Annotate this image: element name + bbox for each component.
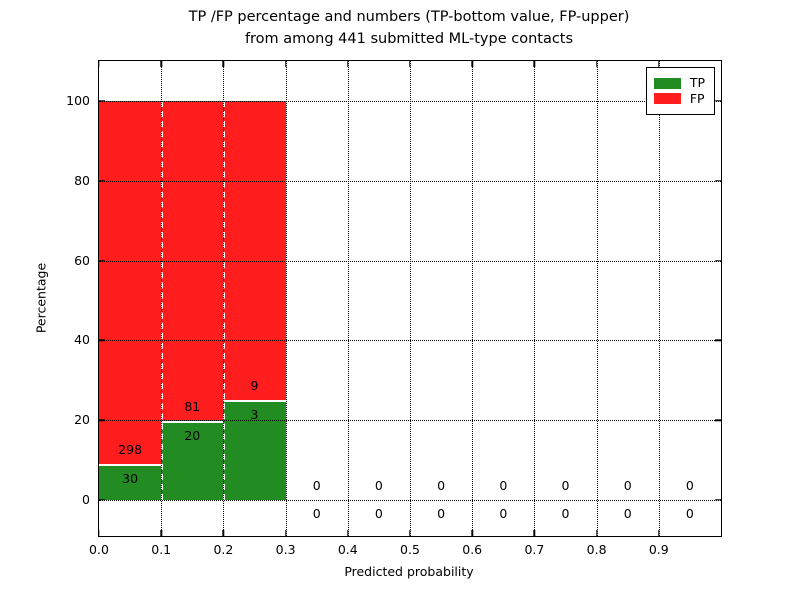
- gridline-vertical: [161, 61, 163, 536]
- y-tick-right: [715, 499, 721, 501]
- x-tick: [471, 530, 473, 536]
- x-tick: [284, 530, 287, 536]
- y-tick-label: 40: [74, 332, 90, 348]
- y-tick: [99, 180, 105, 182]
- y-tick-label: 100: [66, 92, 90, 108]
- x-tick-top: [409, 61, 411, 67]
- plot-area: TP FP 298 30 81 20 9 3 0 0 0 0 0 0 0 0 0 0 0 0 0 0 0.0 0.1 0.2…: [66, 60, 722, 556]
- zero-label-fp: 0: [623, 477, 632, 493]
- zero-label-tp: 0: [437, 505, 446, 521]
- zero-label-fp: 0: [685, 477, 694, 493]
- zero-label-fp: 0: [374, 477, 383, 493]
- x-axis-label: Predicted probability: [344, 564, 474, 579]
- y-tick-right: [715, 180, 721, 182]
- x-tick: [98, 530, 100, 536]
- gridline-vertical: [534, 61, 536, 536]
- legend-label-fp: FP: [689, 90, 705, 106]
- bar-label-fp: 81: [184, 398, 201, 414]
- chart-title-line1: TP /FP percentage and numbers (TP-bottom…: [188, 9, 630, 25]
- x-tick: [347, 530, 349, 536]
- bar-segment-tp: [223, 400, 286, 501]
- x-tick-top: [98, 61, 100, 67]
- x-tick-label: 0.6: [462, 542, 483, 557]
- zero-label-tp: 0: [685, 505, 694, 521]
- x-tick-top: [284, 61, 287, 67]
- x-tick: [533, 530, 536, 536]
- bar-segment-tp: [161, 421, 224, 501]
- y-tick: [99, 100, 105, 102]
- gridline-vertical: [596, 61, 598, 536]
- bar-label-tp: 3: [250, 407, 259, 423]
- legend-item-tp: TP: [653, 75, 705, 90]
- x-tick-label: 0.7: [524, 542, 545, 557]
- x-tick-top: [222, 61, 225, 67]
- x-tick-label: 0.8: [586, 542, 607, 557]
- zero-label-tp: 0: [561, 505, 570, 521]
- gridline-vertical: [285, 61, 287, 536]
- bar-label-tp: 20: [184, 427, 201, 443]
- x-tick-label: 0.4: [337, 542, 358, 557]
- bar-label-tp: 30: [122, 470, 139, 486]
- bar-segment-fp: [99, 100, 162, 464]
- bar-label-fp: 9: [250, 378, 259, 394]
- legend: TP FP: [645, 67, 715, 115]
- legend-label-tp: TP: [689, 75, 705, 90]
- x-tick-label: 0.3: [275, 542, 296, 557]
- x-tick-label: 0.1: [151, 542, 172, 557]
- y-tick: [99, 339, 105, 342]
- zero-label-tp: 0: [623, 505, 632, 521]
- chart-title-line2: from among 441 submitted ML-type contact…: [244, 31, 574, 47]
- legend-item-fp: FP: [653, 90, 705, 106]
- zero-label-tp: 0: [374, 505, 383, 521]
- y-tick-label: 20: [74, 411, 90, 427]
- x-tick: [595, 530, 598, 536]
- bar-label-fp: 298: [118, 441, 143, 457]
- y-tick: [99, 259, 105, 262]
- y-tick: [99, 419, 105, 421]
- zero-label-fp: 0: [499, 477, 508, 493]
- y-tick-right: [715, 259, 721, 262]
- zero-label-fp: 0: [561, 477, 570, 493]
- gridline-vertical: [347, 61, 349, 536]
- x-tick-top: [658, 61, 660, 67]
- x-tick-top: [471, 61, 473, 67]
- x-tick-label: 0.9: [648, 542, 669, 557]
- y-axis-label: Percentage: [33, 262, 49, 334]
- y-tick-label: 0: [82, 491, 90, 507]
- fp-swatch-icon: [653, 93, 681, 105]
- gridline-vertical: [658, 61, 660, 536]
- y-tick-label: 60: [74, 252, 90, 268]
- x-tick: [222, 530, 225, 536]
- x-tick: [409, 530, 411, 536]
- x-tick: [658, 530, 660, 536]
- x-tick-top: [533, 61, 536, 67]
- zero-label-fp: 0: [437, 477, 446, 493]
- zero-label-tp: 0: [499, 505, 508, 521]
- x-tick-top: [347, 61, 349, 67]
- bar-separator: [161, 100, 164, 501]
- gridline-vertical: [410, 61, 411, 536]
- gridline-vertical: [472, 61, 474, 536]
- tp-swatch-icon: [653, 77, 681, 89]
- bar-separator: [223, 100, 226, 501]
- zero-label-tp: 0: [312, 505, 321, 521]
- x-tick-label: 0.0: [89, 542, 109, 557]
- y-tick-right: [715, 100, 721, 102]
- y-tick-right: [715, 339, 721, 342]
- x-tick-label: 0.2: [213, 542, 234, 557]
- x-tick-top: [595, 61, 598, 67]
- bar-segment-tp: [99, 463, 162, 501]
- y-tick: [99, 499, 105, 501]
- bar-segment-fp: [223, 100, 286, 401]
- zero-label-fp: 0: [312, 477, 321, 493]
- y-tick-label: 80: [74, 172, 90, 188]
- y-tick-right: [715, 419, 721, 421]
- x-tick-top: [160, 61, 162, 67]
- x-tick: [160, 530, 162, 536]
- x-tick-label: 0.5: [400, 542, 420, 557]
- gridline-vertical: [223, 61, 225, 536]
